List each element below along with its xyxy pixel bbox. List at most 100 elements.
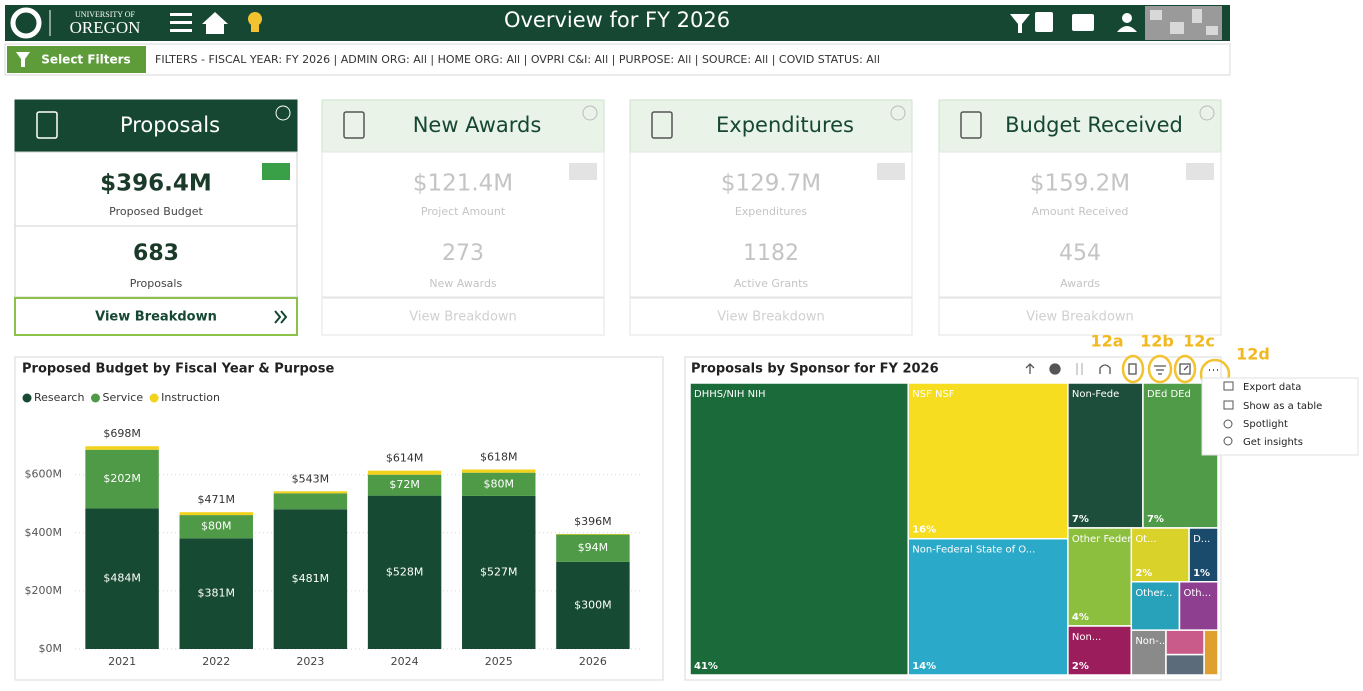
view-breakdown-label[interactable]: View Breakdown: [717, 310, 825, 325]
card-title: Proposals: [120, 113, 220, 137]
info-icon[interactable]: [1199, 105, 1215, 121]
treemap-tile[interactable]: [907, 382, 1069, 540]
info-icon[interactable]: [275, 105, 291, 121]
logo-mark: [10, 7, 42, 39]
bar-segment: [85, 446, 159, 450]
treemap-tile-label: DHHS/NIH NIH: [694, 389, 766, 400]
card-count: 454: [1059, 241, 1101, 266]
info-icon[interactable]: [582, 105, 598, 121]
view-breakdown-button[interactable]: [321, 297, 605, 336]
bar-segment: [462, 495, 536, 649]
view-breakdown-label[interactable]: View Breakdown: [409, 310, 517, 325]
x-tick-label: 2024: [391, 655, 419, 668]
bar-total-label: $614M: [386, 452, 424, 465]
menu-item[interactable]: Spotlight: [1243, 419, 1288, 430]
bar-segment: [85, 508, 159, 649]
view-breakdown-label[interactable]: View Breakdown: [1026, 310, 1134, 325]
menu-icon[interactable]: [170, 13, 192, 32]
treemap-tile[interactable]: [907, 537, 1069, 676]
chevron-icon: [274, 310, 288, 324]
treemap-tile[interactable]: [1165, 629, 1205, 656]
x-tick-label: 2022: [202, 655, 230, 668]
menu-item[interactable]: Export data: [1243, 382, 1301, 393]
drill-up-icon[interactable]: [1025, 363, 1035, 374]
card-body: [629, 151, 913, 298]
table-icon[interactable]: [262, 163, 290, 180]
treemap-tile-label: Non-Fede: [1072, 389, 1119, 400]
home-icon[interactable]: [202, 12, 228, 34]
select-filters-button[interactable]: [7, 46, 146, 73]
view-breakdown-button[interactable]: [14, 297, 298, 336]
treemap-value-label: 1%: [1193, 568, 1210, 579]
view-breakdown-label[interactable]: View Breakdown: [95, 310, 217, 325]
bar-segment: [179, 515, 253, 539]
select-filters-label[interactable]: Select Filters: [41, 53, 130, 67]
filter-button-icon: [16, 52, 30, 67]
report-icon[interactable]: [1035, 12, 1053, 32]
legend-label: Instruction: [161, 391, 220, 404]
drill-mode-icon[interactable]: [1049, 363, 1061, 375]
idea-icon[interactable]: [248, 12, 262, 32]
card-value-label: Expenditures: [735, 205, 808, 218]
treemap-tile[interactable]: [1067, 527, 1133, 627]
treemap-value-label: 4%: [1072, 612, 1089, 623]
filter-summary: FILTERS - FISCAL YEAR: FY 2026 | ADMIN O…: [155, 53, 880, 66]
bar-segment: [367, 495, 442, 649]
table-icon[interactable]: [569, 163, 597, 180]
bar-value-label: $527M: [480, 565, 518, 578]
bar-segment: [556, 534, 630, 562]
logo-text: OREGON: [70, 18, 141, 37]
card-value-label: Project Amount: [421, 205, 506, 218]
mail-icon[interactable]: [1072, 14, 1094, 31]
treemap-value-label: 41%: [694, 661, 718, 672]
menu-item[interactable]: Show as a table: [1243, 401, 1322, 412]
expand-icon[interactable]: [1076, 363, 1083, 375]
user-icon[interactable]: [1117, 13, 1137, 32]
legend-label: Research: [34, 391, 84, 404]
pin-icon[interactable]: [1128, 363, 1137, 375]
chart-title: Proposals by Sponsor for FY 2026: [691, 362, 939, 377]
treemap-tile[interactable]: [1203, 629, 1219, 676]
filter-visual-icon[interactable]: [1154, 365, 1166, 375]
card-value-label: Proposed Budget: [109, 205, 203, 218]
card-icon: [960, 111, 982, 139]
treemap-tile-label: NSF NSF: [912, 389, 955, 400]
treemap-tile[interactable]: [1165, 653, 1205, 676]
card-count: 273: [442, 241, 484, 266]
bar-value-label: $94M: [578, 541, 609, 554]
info-icon[interactable]: [890, 105, 906, 121]
bar-value-label: $202M: [103, 472, 141, 485]
card-icon: [651, 111, 673, 139]
treemap-tile[interactable]: [1067, 625, 1133, 676]
bar-segment: [462, 472, 536, 496]
treemap-toolbar: [1025, 363, 1218, 375]
bar-segment: [273, 491, 348, 494]
treemap-tile[interactable]: [689, 382, 909, 676]
menu-item[interactable]: Get insights: [1243, 437, 1303, 448]
table-icon[interactable]: [1186, 163, 1214, 180]
view-breakdown-button[interactable]: [629, 297, 913, 336]
table-icon[interactable]: [877, 163, 905, 180]
treemap-value-label: 2%: [1072, 661, 1089, 672]
card-count-label: New Awards: [429, 277, 497, 290]
treemap-tile[interactable]: [1067, 382, 1144, 529]
bar-segment: [367, 474, 442, 496]
bar-segment: [556, 533, 630, 535]
annotation-label: 12d: [1236, 345, 1270, 364]
filter-icon[interactable]: [1010, 14, 1030, 33]
hierarchy-icon[interactable]: [1099, 364, 1111, 374]
bar-segment: [462, 469, 536, 473]
focus-icon[interactable]: [1179, 363, 1191, 375]
bar-value-label: $481M: [292, 572, 330, 585]
treemap-tile-label: Oth...: [1183, 588, 1211, 599]
bar-total-label: $698M: [103, 427, 141, 440]
treemap-tile[interactable]: [1188, 527, 1219, 583]
bar-value-label: $80M: [484, 477, 515, 490]
card-value: $159.2M: [1030, 171, 1130, 197]
view-breakdown-button[interactable]: [938, 297, 1222, 336]
treemap-value-label: 2%: [1135, 568, 1152, 579]
treemap-tile-label: Other...: [1135, 588, 1172, 599]
bar-segment: [179, 512, 253, 516]
treemap-tile-label: Ot...: [1135, 534, 1156, 545]
